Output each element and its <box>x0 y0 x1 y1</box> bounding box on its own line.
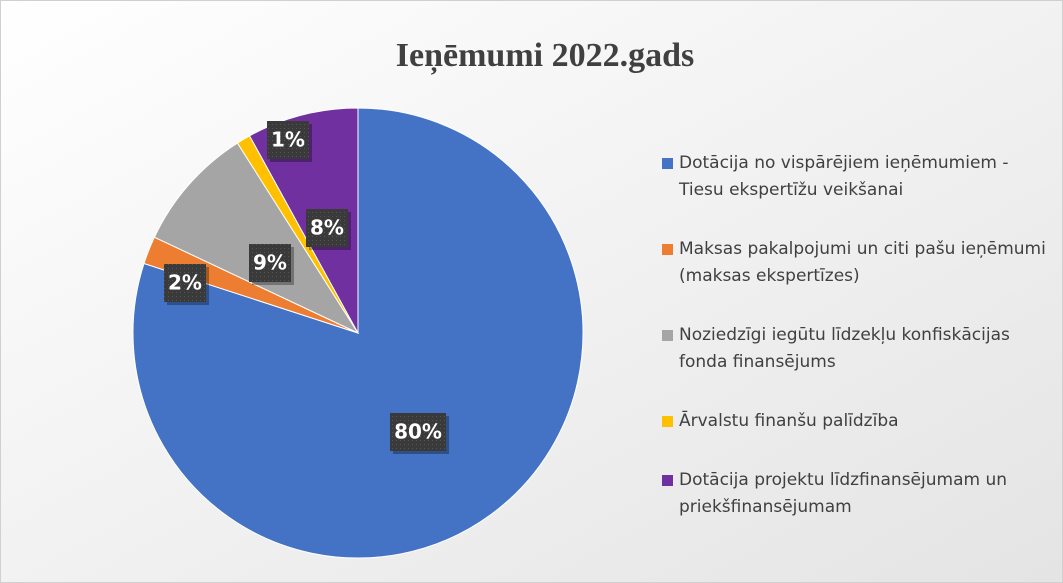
data-label: 1% <box>271 128 305 152</box>
label-box <box>164 264 206 302</box>
label-box <box>390 413 446 451</box>
label-box <box>249 244 291 282</box>
pie-slice <box>248 107 359 334</box>
legend-label: Noziedzīgi iegūtu līdzekļu konfiskācijas… <box>679 325 1010 372</box>
pie-slice <box>153 142 360 335</box>
legend-item: Noziedzīgi iegūtu līdzekļu konfiskācijas… <box>662 322 1057 376</box>
legend: Dotācija no vispārējiem ieņēmumiem - Tie… <box>662 150 1057 553</box>
legend-item: Dotācija no vispārējiem ieņēmumiem - Tie… <box>662 150 1057 204</box>
chart-title: Ieņēmumi 2022.gads <box>396 37 694 75</box>
legend-swatch <box>662 244 673 255</box>
legend-swatch <box>662 475 673 486</box>
label-box <box>267 121 309 159</box>
legend-item: Maksas pakalpojumi un citi pašu ieņēmumi… <box>662 236 1057 290</box>
legend-swatch <box>662 416 673 427</box>
legend-label: Dotācija no vispārējiem ieņēmumiem - Tie… <box>679 153 1009 200</box>
legend-item: Dotācija projektu līdzfinansējumam un pr… <box>662 467 1057 521</box>
data-label: 9% <box>253 251 287 275</box>
legend-label: Maksas pakalpojumi un citi pašu ieņēmumi… <box>679 239 1046 286</box>
legend-label: Ārvalstu finanšu palīdzība <box>679 411 899 431</box>
legend-item: Ārvalstu finanšu palīdzība <box>662 408 1057 435</box>
data-label: 80% <box>394 420 442 444</box>
data-label: 8% <box>310 216 344 240</box>
label-box <box>306 209 348 247</box>
legend-swatch <box>662 158 673 169</box>
data-label: 2% <box>168 271 202 295</box>
legend-label: Dotācija projektu līdzfinansējumam un pr… <box>679 470 1008 517</box>
legend-swatch <box>662 330 673 341</box>
